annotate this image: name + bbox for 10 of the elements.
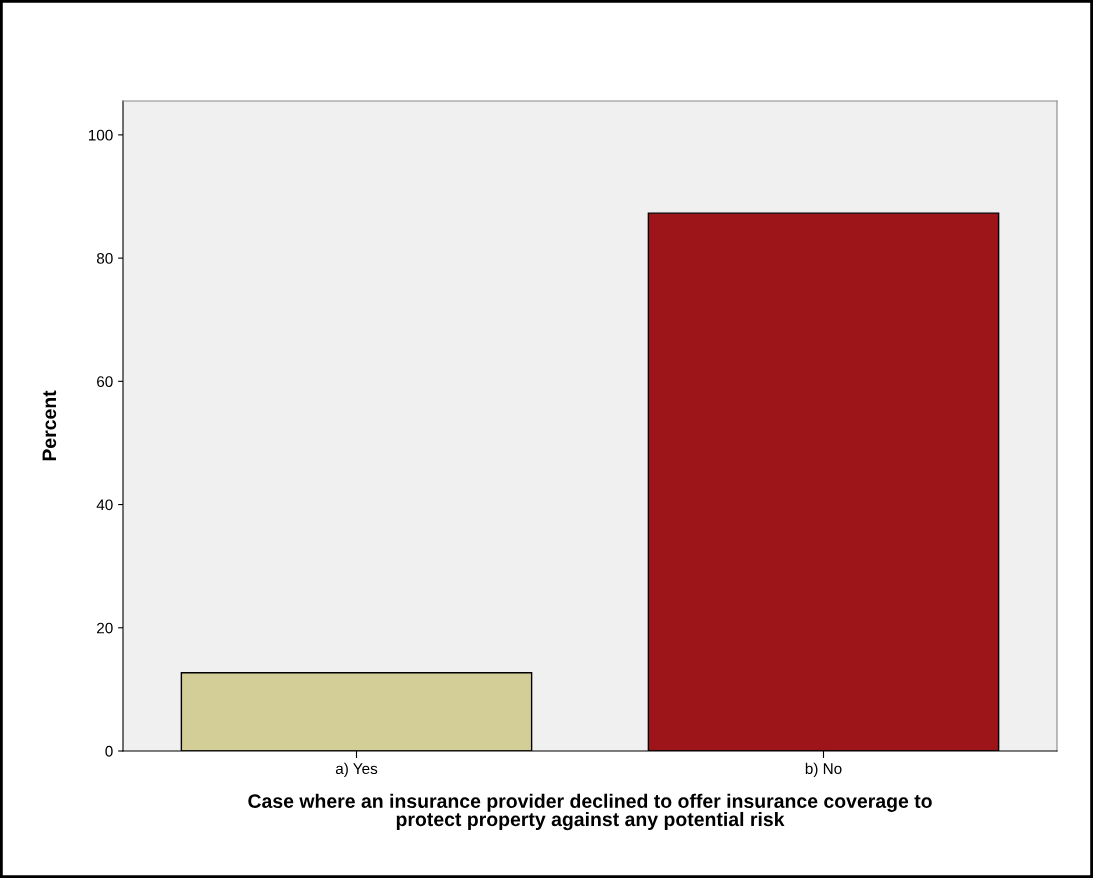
y-tick-label: 20 xyxy=(97,622,113,634)
y-tick-label: 80 xyxy=(96,252,113,264)
y-tick-label: 60 xyxy=(97,376,113,388)
y-axis-title: Percent xyxy=(42,390,57,461)
y-tick-label: 100 xyxy=(88,129,113,141)
x-tick-label: a) Yes xyxy=(335,762,378,778)
x-axis-title: Case where an insurance provider declined to offer insurance coverage to protect property against any potential risk xyxy=(248,793,932,831)
y-tick-label: 40 xyxy=(96,499,113,511)
x-tick-label: b) No xyxy=(805,762,842,778)
y-tick-label: 0 xyxy=(105,745,113,757)
